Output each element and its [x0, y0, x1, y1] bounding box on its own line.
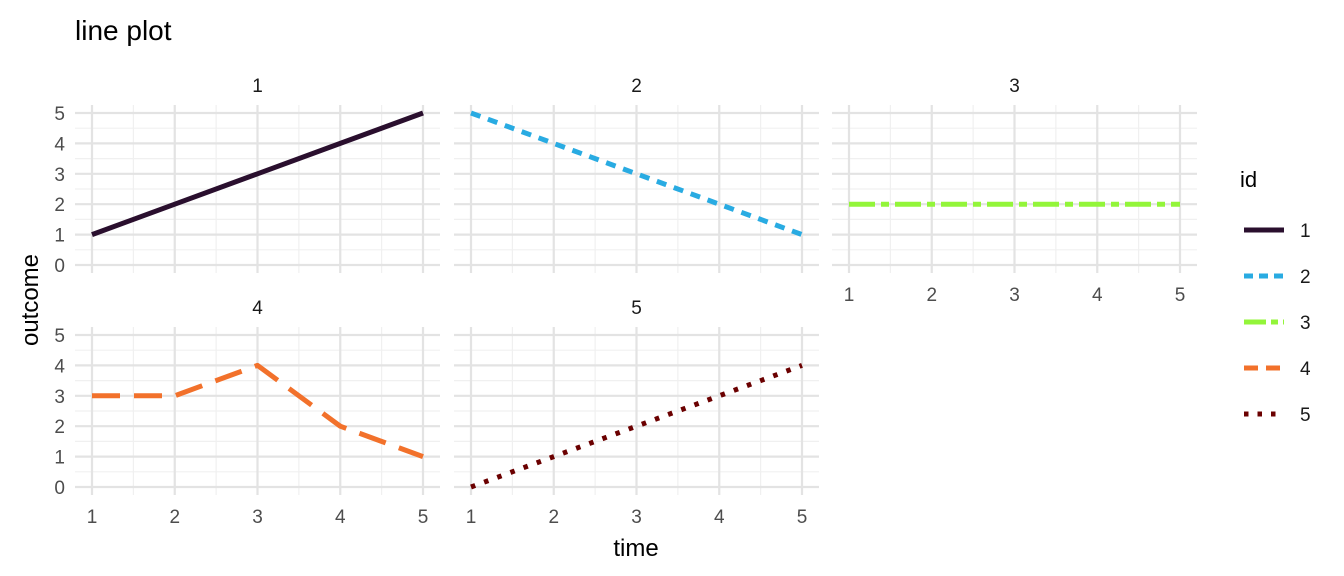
legend-label-4: 4 — [1300, 359, 1311, 380]
y-tick-label: 0 — [54, 256, 65, 277]
y-tick-label: 5 — [54, 104, 65, 125]
facet-strip-label: 3 — [1009, 76, 1020, 97]
facet-strip-label: 2 — [631, 76, 642, 97]
x-tick-label: 5 — [1175, 285, 1186, 306]
x-tick-label: 3 — [631, 507, 642, 528]
legend-item-5: 5 — [1244, 405, 1311, 426]
y-tick-label: 3 — [54, 165, 65, 186]
legend-label-2: 2 — [1300, 267, 1311, 288]
x-tick-label: 1 — [87, 507, 98, 528]
facet-panels: 1 0 1 2 3 4 5 2 3 1 2 3 4 5 4 0 1 2 3 4 5 1 2 3 4 5 5 1 2 3 4 5 — [54, 76, 1197, 528]
x-tick-label: 3 — [252, 507, 263, 528]
facet-panel-4: 4 0 1 2 3 4 5 1 2 3 4 5 — [54, 298, 440, 528]
y-tick-label: 0 — [54, 478, 65, 499]
y-axis-label: outcome — [17, 254, 44, 346]
y-tick-label: 4 — [54, 356, 65, 377]
y-tick-label: 2 — [54, 417, 65, 438]
x-tick-label: 1 — [466, 507, 477, 528]
facet-panel-2: 2 — [454, 76, 819, 273]
x-tick-label: 3 — [1009, 285, 1020, 306]
y-tick-label: 3 — [54, 387, 65, 408]
facet-panel-1: 1 0 1 2 3 4 5 — [54, 76, 440, 277]
y-tick-label: 1 — [54, 448, 65, 469]
x-tick-label: 2 — [169, 507, 180, 528]
legend-item-3: 3 — [1244, 313, 1311, 334]
series-line-5 — [470, 363, 803, 490]
series-line-4 — [92, 362, 424, 459]
y-tick-label: 1 — [54, 226, 65, 247]
x-tick-label: 5 — [797, 507, 808, 528]
legend: id 1 2 3 4 5 — [1240, 167, 1311, 426]
x-tick-label: 2 — [548, 507, 559, 528]
x-tick-label: 4 — [1092, 285, 1103, 306]
legend-item-1: 1 — [1244, 221, 1311, 242]
legend-label-1: 1 — [1300, 221, 1311, 242]
y-tick-label: 4 — [54, 134, 65, 155]
legend-label-5: 5 — [1300, 405, 1311, 426]
x-axis-label: time — [613, 535, 658, 562]
x-tick-label: 4 — [335, 507, 346, 528]
x-tick-label: 5 — [418, 507, 429, 528]
x-tick-label: 1 — [844, 285, 855, 306]
facet-strip-label: 5 — [631, 298, 642, 319]
facet-strip-label: 4 — [252, 298, 263, 319]
x-tick-label: 4 — [714, 507, 725, 528]
chart-title: line plot — [75, 15, 172, 46]
facet-strip-label: 1 — [252, 76, 263, 97]
legend-title: id — [1240, 167, 1257, 192]
x-tick-label: 2 — [926, 285, 937, 306]
y-tick-label: 2 — [54, 195, 65, 216]
legend-item-4: 4 — [1244, 359, 1311, 380]
facet-panel-3: 3 1 2 3 4 5 — [832, 76, 1197, 306]
legend-label-3: 3 — [1300, 313, 1311, 334]
facet-panel-5: 5 1 2 3 4 5 — [454, 298, 819, 528]
legend-item-2: 2 — [1244, 267, 1311, 288]
y-tick-label: 5 — [54, 326, 65, 347]
series-line-2 — [470, 110, 803, 237]
series-line-1 — [91, 110, 424, 237]
